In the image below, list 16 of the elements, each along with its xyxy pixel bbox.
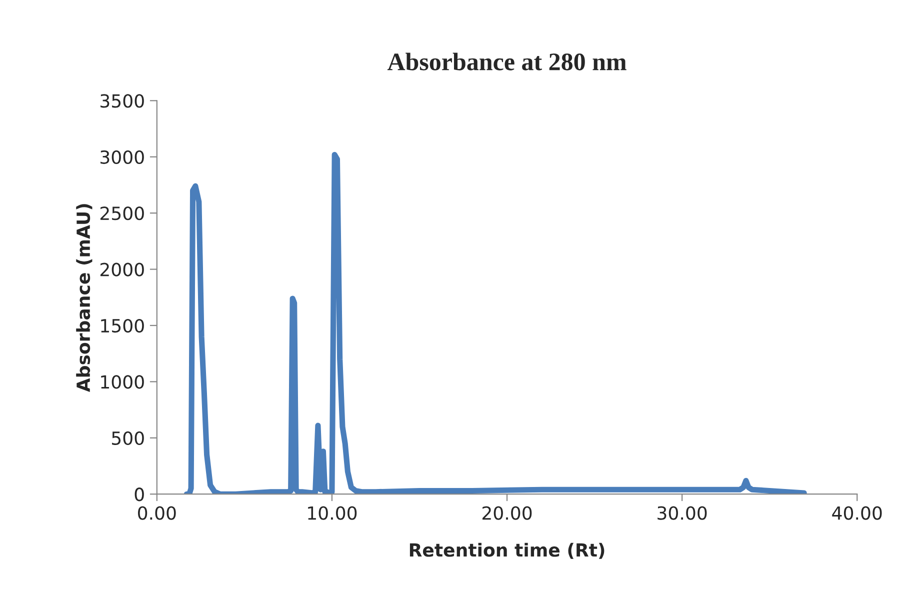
y-axis-title: Absorbance (mAU) (76, 204, 92, 392)
x-axis-title: Retention time (Rt) (410, 542, 604, 559)
y-tick-label: 500 (112, 431, 144, 446)
y-tick-label: 1500 (101, 318, 144, 333)
y-tick-label: 3500 (100, 94, 144, 108)
y-tick-label: 3000 (100, 150, 144, 164)
y-tick-label: 2000 (100, 262, 144, 276)
y-tick-label: 2500 (100, 206, 144, 220)
chart-title: Absorbance at 280 nm (387, 52, 626, 70)
x-tick-label: 30.00 (658, 506, 707, 520)
x-tick-label: 20.00 (482, 506, 532, 520)
y-tick-label: 0 (134, 488, 144, 502)
y-tick-label: 1000 (101, 375, 144, 389)
x-tick-label: 10.00 (308, 506, 357, 520)
x-tick-label: 40.00 (832, 506, 882, 520)
x-tick-label: 0.00 (138, 506, 176, 520)
